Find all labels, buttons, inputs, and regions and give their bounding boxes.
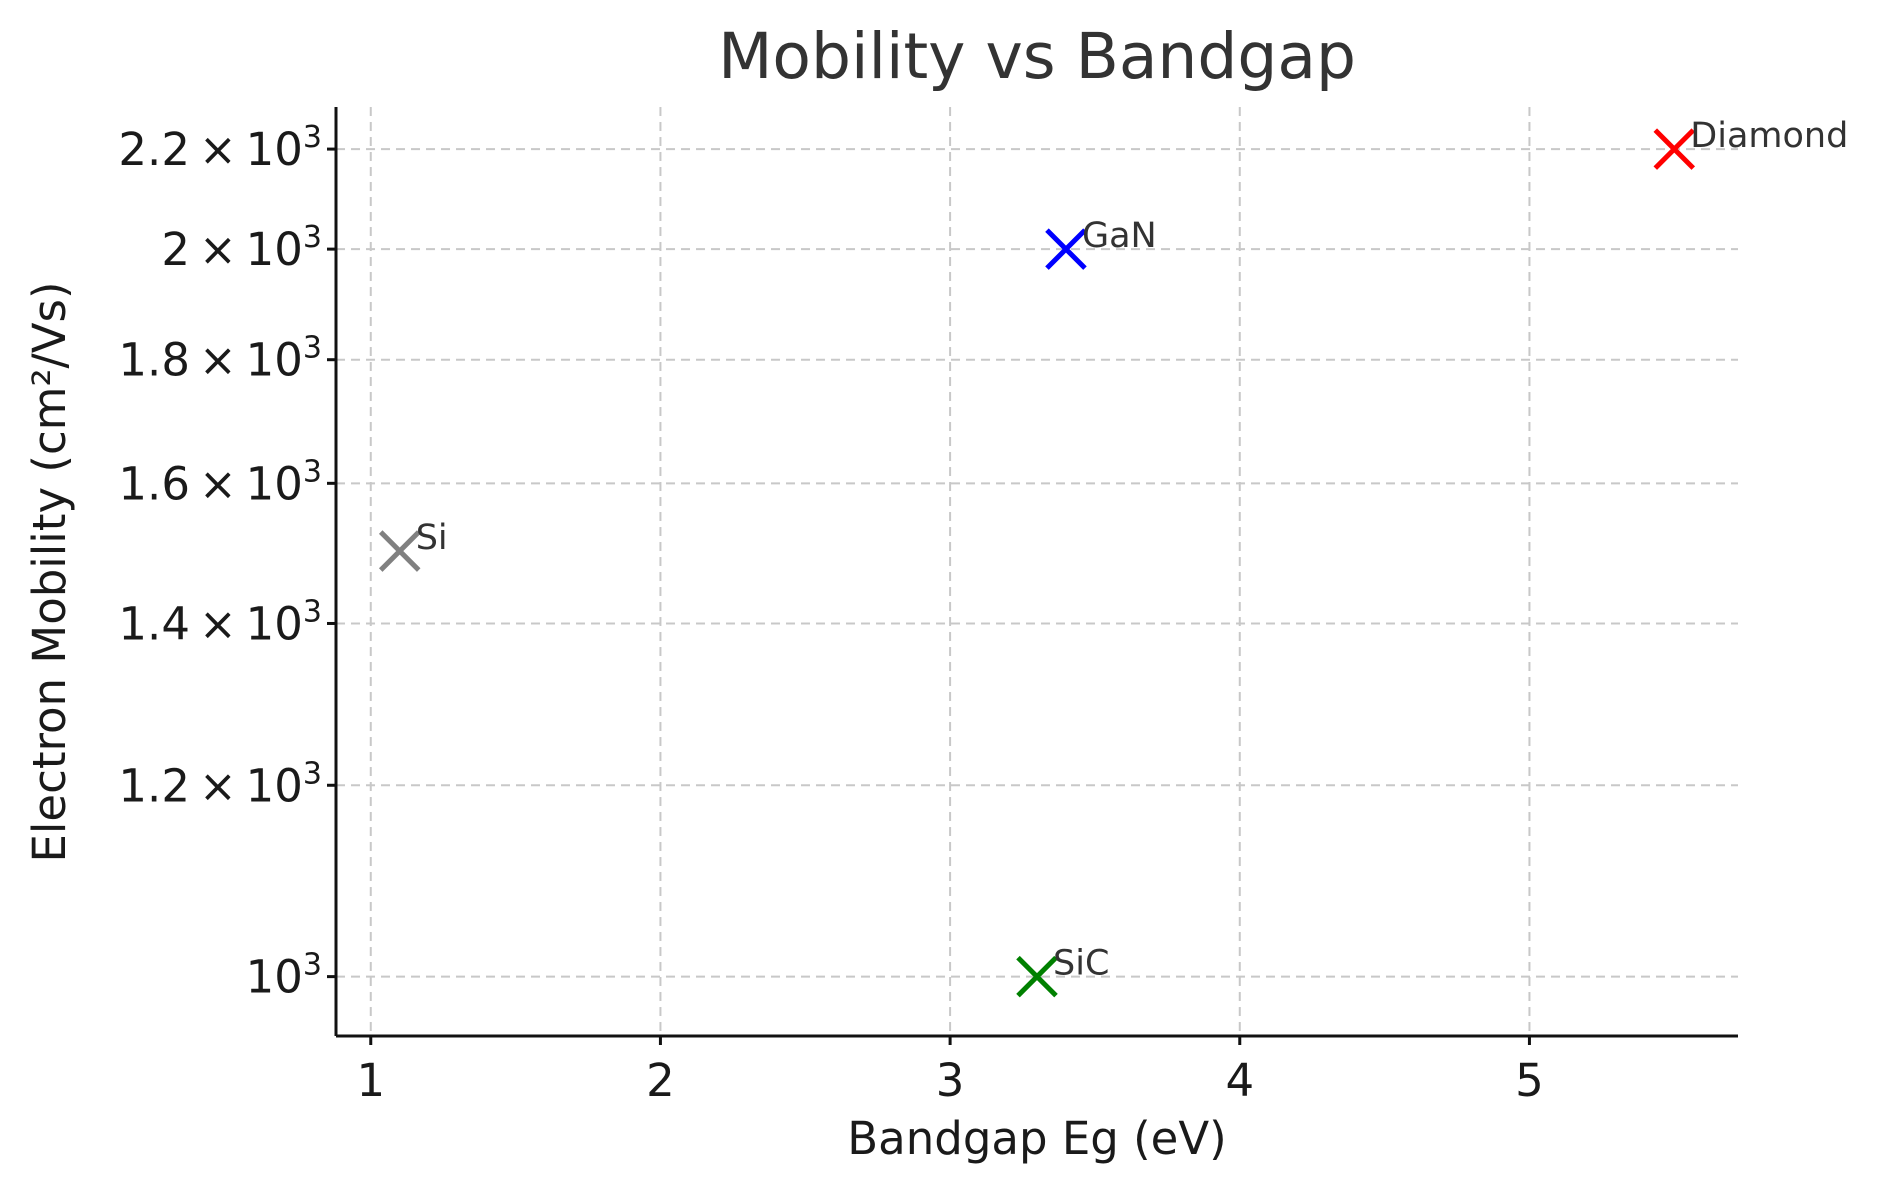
y-tick-label: 2.2 × 103	[118, 120, 322, 176]
point-label: Diamond	[1690, 116, 1848, 156]
x-tick-label: 3	[936, 1054, 965, 1107]
point-marker	[378, 530, 421, 572]
scatter-point: Diamond	[1653, 116, 1848, 170]
point-label: Si	[416, 518, 448, 558]
y-tick-label: 1.4 × 103	[118, 594, 322, 650]
point-marker	[1653, 128, 1696, 170]
x-tick-label: 1	[356, 1054, 385, 1107]
point-marker	[1016, 955, 1058, 998]
y-tick-label: 2 × 103	[161, 220, 322, 276]
scatter-point: SiC	[1016, 944, 1109, 998]
y-axis-label: Electron Mobility (cm²/Vs)	[23, 281, 76, 862]
x-tick-label: 4	[1225, 1054, 1254, 1107]
x-tick-label: 2	[646, 1054, 675, 1107]
chart-title: Mobility vs Bandgap	[718, 20, 1356, 93]
y-axis-ticks: 103 1.2 × 103 1.4 × 103 1.6 × 103 1.8 × 103 2…	[118, 120, 336, 1004]
axes	[334, 107, 1738, 1038]
y-tick-label: 1.6 × 103	[118, 454, 322, 510]
point-marker	[1045, 228, 1087, 270]
y-tick-label: 1.2 × 103	[118, 756, 322, 812]
point-label: GaN	[1082, 216, 1157, 256]
x-axis-label: Bandgap Eg (eV)	[847, 1112, 1226, 1165]
point-label: SiC	[1053, 944, 1109, 984]
data-points: Si GaN SiC Diamond	[378, 116, 1848, 998]
y-tick-label: 103	[246, 948, 322, 1004]
x-tick-label: 5	[1515, 1054, 1544, 1107]
scatter-point: Si	[378, 518, 448, 572]
scatter-point: GaN	[1045, 216, 1157, 270]
y-tick-label: 1.8 × 103	[118, 331, 322, 387]
grid-lines	[336, 107, 1738, 1036]
x-axis-ticks: 1 2 3 4 5	[356, 1036, 1544, 1107]
